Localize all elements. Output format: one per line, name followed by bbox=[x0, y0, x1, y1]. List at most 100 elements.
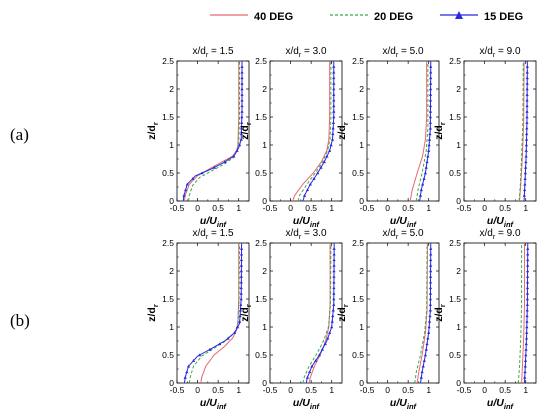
series-marker bbox=[428, 314, 432, 318]
series-marker bbox=[420, 370, 424, 374]
y-tick-label: 1 bbox=[359, 322, 364, 332]
x-tick-label: 0 bbox=[385, 385, 390, 395]
series-marker bbox=[240, 93, 244, 96]
series-marker bbox=[332, 109, 336, 113]
series-marker bbox=[526, 258, 530, 262]
series-line-15-deg bbox=[305, 242, 335, 384]
series-marker bbox=[208, 347, 212, 351]
series-marker bbox=[525, 126, 529, 130]
series-marker bbox=[332, 252, 336, 256]
series-line-15-deg bbox=[183, 242, 243, 384]
series-marker bbox=[429, 81, 433, 85]
series-marker bbox=[526, 263, 530, 267]
x-tick-label: -0.5 bbox=[360, 203, 375, 213]
series-marker bbox=[191, 177, 195, 180]
series-marker bbox=[424, 165, 428, 169]
y-tick-label: 1.5 bbox=[162, 294, 174, 304]
x-axis-label: u/Uinf bbox=[487, 215, 515, 229]
y-tick-label: 2.5 bbox=[352, 238, 364, 248]
y-tick-label: 2.5 bbox=[449, 56, 461, 66]
series-marker bbox=[523, 188, 527, 192]
series-line-20-deg bbox=[415, 61, 429, 202]
y-tick-label: 0 bbox=[262, 378, 267, 388]
series-marker bbox=[332, 286, 336, 290]
series-marker bbox=[226, 336, 230, 340]
series-marker bbox=[526, 247, 530, 250]
y-tick-label: 2 bbox=[169, 84, 174, 94]
series-marker bbox=[239, 258, 244, 262]
series-line-40-deg bbox=[308, 243, 331, 384]
panel-title: x/dr = 3.0 bbox=[285, 228, 326, 241]
series-marker bbox=[525, 319, 529, 323]
x-tick-label: 0.5 bbox=[499, 385, 511, 395]
series-marker bbox=[312, 177, 316, 180]
series-marker bbox=[525, 275, 530, 278]
series-marker bbox=[525, 308, 529, 312]
series-marker bbox=[429, 87, 433, 91]
series-marker bbox=[212, 165, 216, 169]
legend-label: 15 DEG bbox=[484, 11, 523, 23]
series-marker bbox=[332, 104, 336, 108]
legend-entry: 40 DEG bbox=[210, 11, 293, 23]
series-marker bbox=[421, 364, 425, 368]
series-line-40-deg bbox=[292, 61, 331, 202]
series-marker bbox=[184, 188, 188, 192]
row-label-a: (a) bbox=[10, 125, 29, 144]
panel-title: x/dr = 5.0 bbox=[382, 46, 423, 59]
x-tick-label: 0.5 bbox=[402, 385, 414, 395]
series-marker bbox=[426, 154, 430, 158]
x-tick-label: -0.5 bbox=[457, 385, 472, 395]
series-line-20-deg bbox=[518, 60, 524, 202]
y-tick-label: 0.5 bbox=[449, 350, 461, 360]
y-axis-label: z/dr bbox=[146, 304, 160, 322]
series-marker bbox=[525, 291, 530, 295]
panel-title: x/dr = 9.0 bbox=[479, 46, 520, 59]
y-tick-label: 2.5 bbox=[162, 238, 174, 248]
y-axis-label: z/dr bbox=[336, 122, 350, 140]
series-marker bbox=[525, 280, 530, 284]
series-marker bbox=[233, 331, 237, 334]
series-marker bbox=[323, 342, 327, 346]
panel-a-4: 00.511.522.5-0.5 0 0.5 1x/dr = 9.0u/Uinfz/d… bbox=[433, 46, 537, 229]
series-marker bbox=[332, 93, 336, 96]
series-marker bbox=[239, 252, 244, 256]
series-marker bbox=[330, 137, 335, 141]
x-tick-label: 1 bbox=[426, 385, 431, 395]
x-tick-label: 0 bbox=[195, 203, 200, 213]
y-tick-label: 1 bbox=[456, 140, 461, 150]
y-tick-label: 1.5 bbox=[449, 294, 461, 304]
y-tick-label: 0.5 bbox=[162, 168, 174, 178]
series-marker bbox=[239, 247, 244, 250]
panel-a-3: 00.511.522.5-0.5 0 0.5 1x/dr = 5.0u/Uinfz/d… bbox=[336, 46, 440, 229]
series-marker bbox=[525, 81, 529, 85]
series-line-15-deg bbox=[419, 242, 432, 384]
panel-b-3: 00.511.522.5-0.5 0 0.5 1x/dr = 5.0u/Uinfz/d… bbox=[336, 228, 440, 411]
series-marker bbox=[332, 65, 336, 68]
series-marker bbox=[422, 177, 426, 180]
series-marker bbox=[428, 280, 433, 284]
series-marker bbox=[427, 149, 431, 152]
panel-title: x/dr = 1.5 bbox=[192, 46, 233, 59]
y-axis-label: z/dr bbox=[433, 122, 447, 140]
x-axis-label: u/Uinf bbox=[200, 397, 228, 411]
series-marker bbox=[240, 87, 244, 91]
series-marker bbox=[424, 347, 428, 351]
series-marker bbox=[429, 263, 433, 267]
series-marker bbox=[240, 76, 244, 80]
series-line-20-deg bbox=[188, 242, 241, 384]
series-marker bbox=[428, 132, 432, 136]
x-tick-label: 0.5 bbox=[212, 203, 224, 213]
x-tick-label: 1 bbox=[329, 385, 334, 395]
series-line-20-deg bbox=[188, 61, 241, 202]
series-marker bbox=[419, 375, 423, 379]
series-marker bbox=[332, 280, 336, 284]
y-tick-label: 0.5 bbox=[255, 350, 267, 360]
series-marker bbox=[525, 269, 530, 273]
series-marker bbox=[427, 143, 431, 147]
series-marker bbox=[332, 275, 336, 278]
y-tick-label: 1.5 bbox=[255, 112, 267, 122]
row-label-b: (b) bbox=[10, 311, 30, 330]
series-marker bbox=[308, 370, 312, 374]
series-marker bbox=[419, 188, 423, 192]
series-marker bbox=[422, 359, 426, 362]
